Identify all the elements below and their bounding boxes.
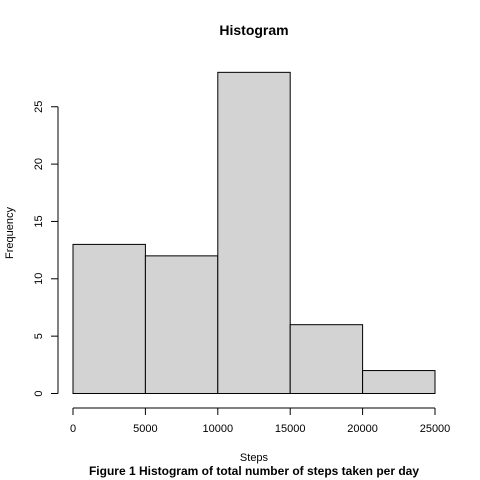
x-tick-label-5: 25000 bbox=[420, 423, 451, 435]
y-tick-label-3: 15 bbox=[33, 215, 45, 227]
x-tick-label-2: 10000 bbox=[203, 423, 234, 435]
histogram-bar-0 bbox=[72, 243, 146, 394]
x-tick-label-0: 0 bbox=[70, 423, 76, 435]
histogram-bar-2 bbox=[217, 71, 291, 394]
x-tick-label-1: 5000 bbox=[133, 423, 157, 435]
figure-caption: Figure 1 Histogram of total number of st… bbox=[89, 464, 419, 478]
y-tick-label-2: 10 bbox=[33, 273, 45, 285]
y-tick-label-0: 0 bbox=[33, 390, 45, 396]
chart-title: Histogram bbox=[219, 22, 288, 38]
histogram-bar-3 bbox=[289, 324, 364, 394]
y-tick-label-5: 25 bbox=[33, 101, 45, 113]
x-axis-label: Steps bbox=[240, 452, 269, 464]
histogram-bar-4 bbox=[362, 370, 436, 394]
y-axis: 0 5 10 15 20 25 bbox=[33, 101, 59, 397]
x-axis: 0 5000 10000 15000 20000 25000 bbox=[70, 407, 451, 435]
x-tick-label-4: 20000 bbox=[347, 423, 378, 435]
histogram-bar-1 bbox=[144, 255, 219, 394]
y-axis-label: Frequency bbox=[4, 207, 16, 259]
y-tick-label-4: 20 bbox=[33, 158, 45, 170]
x-tick-label-3: 15000 bbox=[275, 423, 306, 435]
bars-group bbox=[72, 71, 436, 394]
y-tick-label-1: 5 bbox=[33, 333, 45, 339]
